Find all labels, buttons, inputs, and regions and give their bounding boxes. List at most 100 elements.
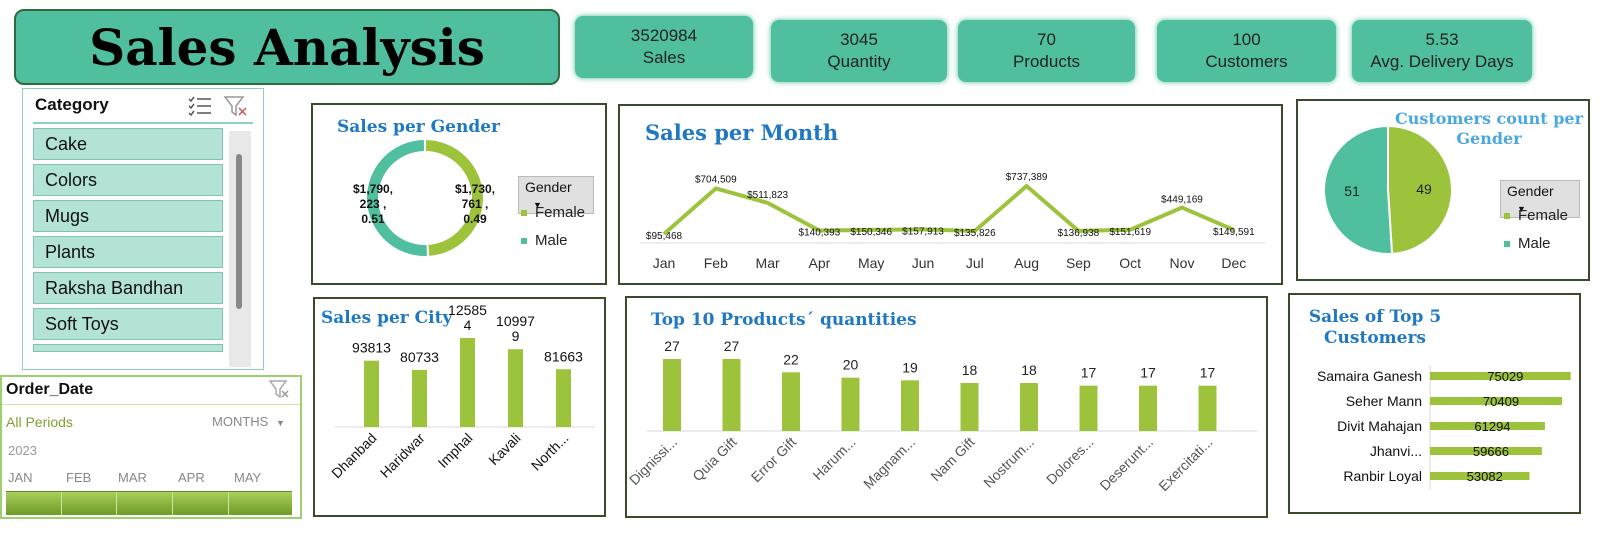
timeline-tick — [61, 492, 62, 516]
kpi-sales-value: 3520984 — [630, 26, 698, 45]
clear-filter-icon[interactable] — [223, 95, 249, 117]
customer-bar — [1430, 397, 1563, 405]
timeline-month-jan[interactable]: JAN — [8, 470, 33, 485]
kpi-quantity-value: 3045 — [840, 30, 878, 49]
product-tick-label: Dignissi... — [627, 434, 680, 488]
legend-male: Male — [521, 232, 568, 249]
timeline-year: 2023 — [8, 443, 37, 458]
customers-per-gender-title: Customers count per Gender — [1395, 109, 1583, 148]
sales-per-month-panel: Sales per Month $95,468 Jan $704,509 Feb $51… — [618, 104, 1283, 285]
top10-products-title: Top 10 Products´ quantities — [651, 310, 917, 330]
kpi-customers-label: Customers — [1205, 52, 1288, 71]
top10-products-chart: 27 Dignissi... 27 Quia Gift 22 Error Gift 20 Ha… — [627, 338, 1257, 494]
timeline-month-mar[interactable]: MAR — [118, 470, 147, 485]
order-date-timeline: Order_Date All Periods MONTHS ▼ 2023 JAN… — [0, 375, 302, 519]
product-tick-label: Dolores... — [1043, 434, 1097, 488]
cust-legend-swatch-male — [1504, 241, 1510, 248]
customer-tick-label: Divit Mahajan — [1337, 418, 1422, 434]
category-item-cake[interactable]: Cake — [33, 128, 223, 160]
customer-bar — [1430, 422, 1545, 430]
product-tick-label: Error Gift — [748, 434, 800, 486]
customer-slice-male — [1323, 124, 1394, 255]
category-item-colors[interactable]: Colors — [33, 164, 223, 196]
month-data-label: $151,619 — [1109, 227, 1151, 238]
kpi-sales: 3520984 Sales — [575, 16, 753, 78]
kpi-sales-label: Sales — [642, 48, 686, 67]
category-item-partial[interactable] — [33, 344, 223, 352]
product-bar — [960, 383, 979, 431]
chevron-down-icon: ▼ — [275, 418, 285, 428]
city-data-label: 81663 — [544, 348, 583, 364]
customer-data-label: 53082 — [1467, 469, 1503, 484]
month-data-label: $511,823 — [747, 190, 788, 201]
timeline-period-bar[interactable] — [6, 491, 292, 516]
multi-select-icon[interactable] — [187, 95, 213, 117]
sales-per-month-chart: $95,468 Jan $704,509 Feb $511,823 Mar $140,393… — [640, 172, 1265, 271]
month-tick-label: Feb — [704, 255, 728, 271]
sales-per-month-title: Sales per Month — [645, 120, 839, 145]
kpi-products: 70 Products — [958, 20, 1135, 82]
slicer-scrollbar-thumb[interactable] — [236, 154, 242, 309]
customer-bar — [1430, 372, 1571, 380]
product-data-label: 27 — [664, 338, 680, 354]
top5-customers-panel: Sales of Top 5 Customers 75029 Samaira Ga… — [1288, 293, 1581, 514]
kpi-products-label: Products — [1012, 52, 1081, 71]
legend-swatch-male — [521, 238, 527, 245]
sales-per-city-panel: Sales per City 93813 Dhanbad 80733 Haridwar… — [313, 297, 606, 517]
product-data-label: 17 — [1140, 365, 1156, 381]
category-item-raksha-bandhan[interactable]: Raksha Bandhan — [33, 272, 223, 304]
legend-swatch-female — [521, 210, 527, 217]
gender-filter-button[interactable]: Gender ▼ — [518, 176, 594, 214]
customer-tick-label: Jhanvi... — [1370, 443, 1422, 459]
month-tick-label: Dec — [1221, 255, 1246, 271]
cust-legend-swatch-female — [1504, 213, 1510, 220]
product-data-label: 17 — [1200, 365, 1216, 381]
city-tick-label: Kavali — [485, 430, 523, 468]
category-item-mugs[interactable]: Mugs — [33, 200, 223, 232]
city-bar — [364, 360, 379, 427]
gender-label-male: $1,790, 223 , 0.51 — [353, 182, 393, 226]
timeline-month-apr[interactable]: APR — [178, 470, 205, 485]
product-tick-label: Nostrum... — [980, 434, 1037, 491]
sales-per-city-chart: 93813 Dhanbad 80733 Haridwar 12585 4 Imphal 109… — [328, 302, 595, 481]
timeline-unit-dropdown[interactable]: MONTHS ▼ — [212, 414, 285, 429]
dashboard-title: Sales Analysis — [89, 17, 485, 77]
legend-female-label: Female — [535, 204, 586, 221]
kpi-products-value: 70 — [1037, 30, 1056, 49]
product-data-label: 18 — [1021, 362, 1037, 378]
product-bar — [1139, 385, 1157, 431]
customer-tick-label: Ranbir Loyal — [1343, 468, 1422, 484]
category-item-plants[interactable]: Plants — [33, 236, 223, 268]
timeline-unit-label: MONTHS — [212, 414, 269, 429]
timeline-month-feb[interactable]: FEB — [66, 470, 92, 485]
city-tick-label: Imphal — [435, 430, 476, 471]
month-data-label: $149,591 — [1213, 227, 1255, 238]
product-bar — [1020, 383, 1038, 431]
month-tick-label: May — [858, 255, 884, 271]
product-tick-label: Deserunt... — [1096, 434, 1156, 494]
top5-customers-chart: 75029 Samaira Ganesh 70409 Seher Mann 61294 D… — [1317, 365, 1571, 490]
month-tick-label: Jan — [653, 255, 676, 271]
timeline-tick — [228, 492, 229, 516]
customer-data-label: 75029 — [1487, 369, 1523, 384]
slicer-divider — [33, 122, 253, 124]
city-tick-label: Haridwar — [377, 430, 428, 481]
timeline-month-may[interactable]: MAY — [234, 470, 262, 485]
city-bar — [460, 338, 475, 427]
kpi-quantity-label: Quantity — [827, 52, 891, 71]
category-item-soft-toys[interactable]: Soft Toys — [33, 308, 223, 340]
customer-data-label: 70409 — [1483, 394, 1519, 409]
gender-label-female: $1,730, 761 , 0.49 — [455, 182, 495, 226]
customer-gender-filter-button[interactable]: Gender ▼ — [1500, 180, 1580, 218]
month-tick-label: Nov — [1170, 255, 1195, 271]
sales-per-gender-title: Sales per Gender — [337, 117, 500, 137]
month-tick-label: Sep — [1066, 255, 1091, 271]
timeline-divider — [2, 404, 300, 405]
category-slicer: Category Cake Colors Mugs Plants Raksha … — [22, 88, 264, 370]
customer-slice-label: 49 — [1416, 181, 1432, 197]
month-data-label: $704,509 — [695, 174, 737, 185]
timeline-tick — [116, 492, 117, 516]
cust-legend-male: Male — [1504, 235, 1551, 252]
product-bar — [722, 359, 741, 431]
timeline-clear-filter-icon[interactable] — [268, 379, 292, 399]
